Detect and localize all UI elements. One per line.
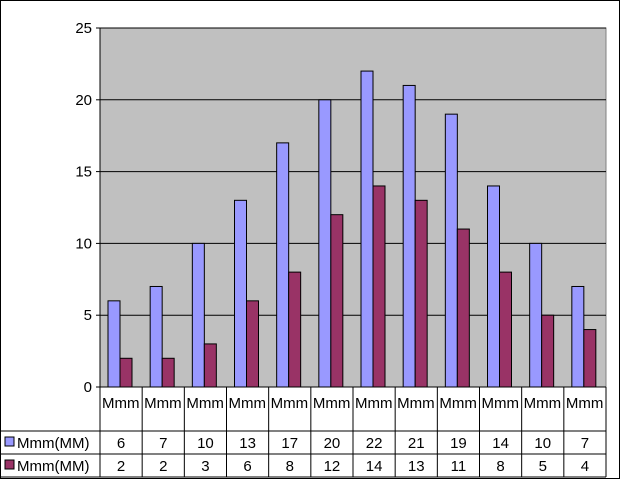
plot-area (99, 27, 607, 388)
legend-label-series-1: Mmm(MM) (17, 435, 89, 452)
bar-series-2 (203, 343, 217, 388)
data-table-value: 7 (159, 435, 167, 452)
bars (107, 70, 597, 388)
data-table-value: 14 (492, 435, 509, 452)
legend-label-series-2: Mmm(MM) (17, 458, 89, 475)
bar-series-2 (414, 199, 428, 388)
bar-series-1 (402, 84, 416, 388)
bar-series-2 (161, 357, 175, 388)
data-table-value: 7 (581, 435, 589, 452)
data-table-value: 2 (159, 458, 167, 475)
data-table-value: 11 (451, 458, 467, 475)
bar-series-1 (234, 199, 247, 388)
bar-series-2 (119, 357, 133, 388)
category-label: Mmm (271, 395, 309, 412)
y-tick-label: 5 (84, 307, 92, 324)
data-table-value: 8 (286, 458, 294, 475)
bar-series-1 (487, 185, 500, 388)
data-table-value: 21 (408, 435, 425, 452)
y-tick-label: 20 (75, 92, 92, 109)
y-tick-label: 15 (75, 164, 92, 181)
y-tick-label: 25 (75, 20, 92, 37)
data-table-value: 6 (243, 458, 251, 475)
bar-series-2 (288, 271, 302, 388)
data-table-value: 20 (324, 435, 341, 452)
bar-series-1 (360, 70, 374, 388)
bar-series-1 (444, 113, 458, 388)
data-table-value: 10 (197, 435, 214, 452)
bar-series-1 (191, 242, 205, 388)
data-table-value: 13 (239, 435, 256, 452)
bar-series-1 (529, 242, 543, 388)
bar-series-1 (318, 99, 332, 388)
category-label: Mmm (102, 395, 140, 412)
bar-series-2 (330, 214, 344, 388)
bar-series-2 (541, 314, 555, 388)
gridlines (100, 27, 606, 316)
bar-series-1 (276, 142, 290, 388)
y-tick-label: 10 (75, 235, 92, 252)
bar-series-2 (372, 185, 386, 388)
data-table-value: 5 (539, 458, 547, 475)
category-label: Mmm (186, 395, 224, 412)
bar-series-1 (107, 300, 121, 388)
category-label: Mmm (397, 395, 435, 412)
data-table-value: 3 (201, 458, 209, 475)
category-label: Mmm (144, 395, 182, 412)
data-table-value: 6 (117, 435, 125, 452)
data-table-value: 17 (281, 435, 298, 452)
category-label: Mmm (482, 395, 520, 412)
data-table-value: 22 (366, 435, 383, 452)
data-table-value: 8 (496, 458, 504, 475)
legend-key-series-1 (4, 436, 15, 447)
category-label: Mmm (355, 395, 393, 412)
category-label: Mmm (566, 395, 604, 412)
data-table-value: 14 (366, 458, 383, 475)
data-table: Mmm Mmm Mmm Mmm Mmm Mmm Mmm Mmm Mmm Mmm Mmm MmmMmm(… (0, 386, 607, 478)
data-table-value: 2 (117, 458, 125, 475)
bar-series-2 (583, 329, 597, 388)
bar-series-1 (571, 285, 585, 388)
bar-series-2 (456, 228, 470, 388)
category-label: Mmm (524, 395, 562, 412)
data-table-value: 4 (581, 458, 589, 475)
legend-key-series-2 (4, 459, 15, 470)
data-table-value: 19 (450, 435, 467, 452)
bar-series-1 (149, 285, 163, 388)
bar-series-2 (499, 271, 512, 388)
data-table-value: 10 (534, 435, 551, 452)
category-label: Mmm (313, 395, 351, 412)
bar-series-2 (246, 300, 259, 388)
data-table-value: 12 (324, 458, 341, 475)
axes: 0 5 10 15 20 25 (75, 20, 101, 396)
data-table-value: 13 (408, 458, 425, 475)
y-tick-label: 0 (84, 379, 92, 396)
category-label: Mmm (229, 395, 267, 412)
category-label: Mmm (439, 395, 477, 412)
